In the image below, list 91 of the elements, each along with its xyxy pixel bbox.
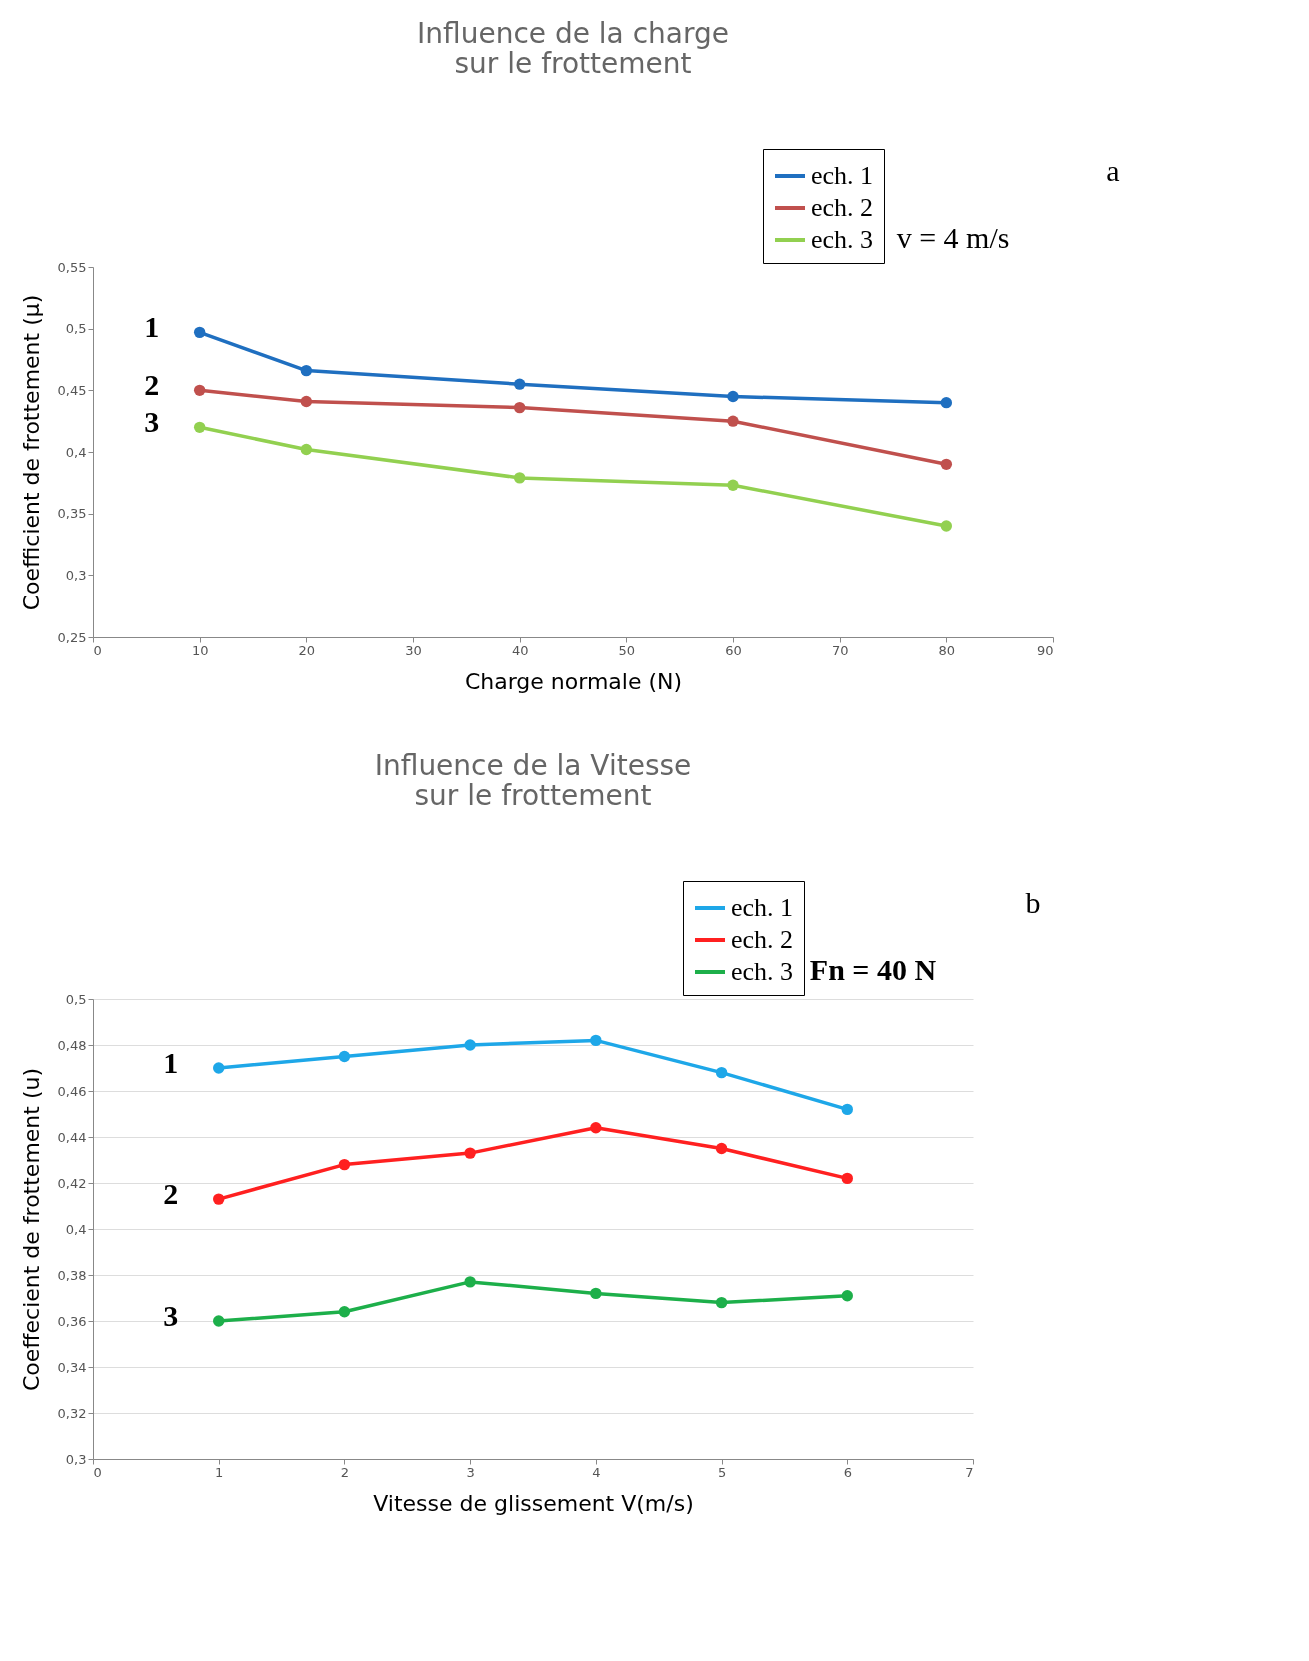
y-axis-title: Coefficient de frottement (µ)	[18, 294, 44, 611]
x-tick-label: 10	[191, 642, 209, 658]
chart-title: Influence de la charge sur le frottement	[417, 16, 729, 80]
y-tick-label: 0,36	[57, 1313, 87, 1329]
y-tick-label: 0,46	[57, 1083, 87, 1099]
annotation: 1	[144, 310, 160, 344]
point	[193, 421, 206, 434]
x-tick-label: 30	[405, 642, 422, 658]
point	[727, 390, 739, 403]
annotation: 3	[163, 1299, 179, 1332]
point	[213, 1315, 225, 1327]
y-tick-label: 0,25	[57, 629, 87, 645]
point	[338, 1158, 351, 1171]
text: v = 4 m/s	[896, 221, 1010, 254]
text: Fn = 40 N	[809, 953, 937, 986]
y-axis-title: Coeffecient de frottement (u)	[18, 1067, 44, 1392]
legend-label: ech. 1	[811, 161, 874, 190]
x-axis-title: Charge normale (N)	[464, 668, 683, 694]
y-tick-label: 0,44	[57, 1129, 87, 1145]
legend-label: ech. 3	[731, 957, 794, 986]
x-tick-label: 4	[592, 1464, 601, 1480]
y-tick-label: 0,4	[65, 444, 87, 460]
chart-title: Influence de la Vitesse sur le frottement	[374, 748, 692, 812]
x-axis-title: Vitesse de glissement V(m/s)	[373, 1490, 694, 1516]
point	[193, 384, 206, 397]
point	[590, 1122, 602, 1134]
point	[715, 1296, 728, 1309]
legend-label: ech. 2	[811, 193, 874, 222]
point	[841, 1290, 853, 1302]
point	[213, 1193, 225, 1205]
point	[300, 364, 313, 377]
point	[300, 443, 313, 456]
y-tick-label: 0,38	[57, 1267, 87, 1283]
x-tick-label: 0	[93, 1464, 102, 1480]
point	[841, 1172, 853, 1185]
x-tick-label: 90	[1036, 642, 1054, 658]
text: b	[1025, 886, 1041, 919]
y-tick-label: 0,5	[65, 321, 87, 337]
y-tick-label: 0,34	[57, 1359, 87, 1375]
point	[193, 326, 206, 339]
point	[338, 1050, 351, 1063]
y-tick-label: 0,32	[57, 1405, 87, 1421]
point	[213, 1062, 225, 1074]
x-tick-label: 70	[831, 642, 849, 658]
point	[300, 395, 313, 408]
text: a	[1106, 154, 1120, 187]
legend-label: ech. 3	[811, 225, 874, 254]
point	[464, 1147, 476, 1159]
point	[464, 1276, 476, 1288]
x-tick-label: 7	[965, 1464, 974, 1480]
x-tick-label: 6	[843, 1464, 852, 1480]
point	[940, 396, 953, 409]
point	[727, 479, 739, 491]
x-tick-label: 2	[340, 1464, 350, 1480]
y-tick-label: 0,3	[65, 567, 87, 583]
y-tick-label: 0,3	[65, 1451, 87, 1467]
annotation: 1	[163, 1046, 179, 1079]
x-tick-label: 3	[466, 1464, 475, 1480]
annotation: 2	[144, 368, 160, 402]
legend-label: ech. 1	[731, 893, 794, 922]
x-tick-label: 50	[618, 642, 636, 658]
x-tick-label: 5	[717, 1464, 727, 1480]
y-tick-label: 0,4	[65, 1221, 87, 1237]
y-tick-label: 0,55	[57, 259, 87, 275]
point	[715, 1142, 728, 1155]
x-tick-label: 1	[215, 1464, 224, 1480]
point	[338, 1306, 351, 1318]
point	[513, 378, 526, 390]
x-tick-label: 60	[725, 642, 742, 658]
point	[464, 1039, 476, 1051]
point	[513, 472, 526, 484]
point	[715, 1066, 728, 1079]
y-tick-label: 0,35	[57, 506, 87, 522]
x-tick-label: 40	[511, 642, 529, 658]
annotation: 3	[144, 405, 160, 439]
y-tick-label: 0,45	[57, 382, 87, 398]
point	[590, 1034, 602, 1047]
y-tick-label: 0,5	[65, 991, 87, 1007]
y-tick-label: 0,42	[57, 1175, 87, 1191]
legend-label: ech. 2	[731, 925, 794, 954]
x-tick-label: 20	[298, 642, 316, 658]
x-tick-label: 80	[938, 642, 956, 658]
y-tick-label: 0,48	[57, 1037, 87, 1053]
point	[940, 520, 953, 532]
point	[727, 415, 739, 427]
x-tick-label: 0	[93, 642, 102, 658]
point	[940, 458, 953, 471]
point	[513, 401, 526, 414]
point	[590, 1287, 602, 1300]
annotation: 2	[163, 1177, 179, 1211]
point	[841, 1103, 853, 1116]
